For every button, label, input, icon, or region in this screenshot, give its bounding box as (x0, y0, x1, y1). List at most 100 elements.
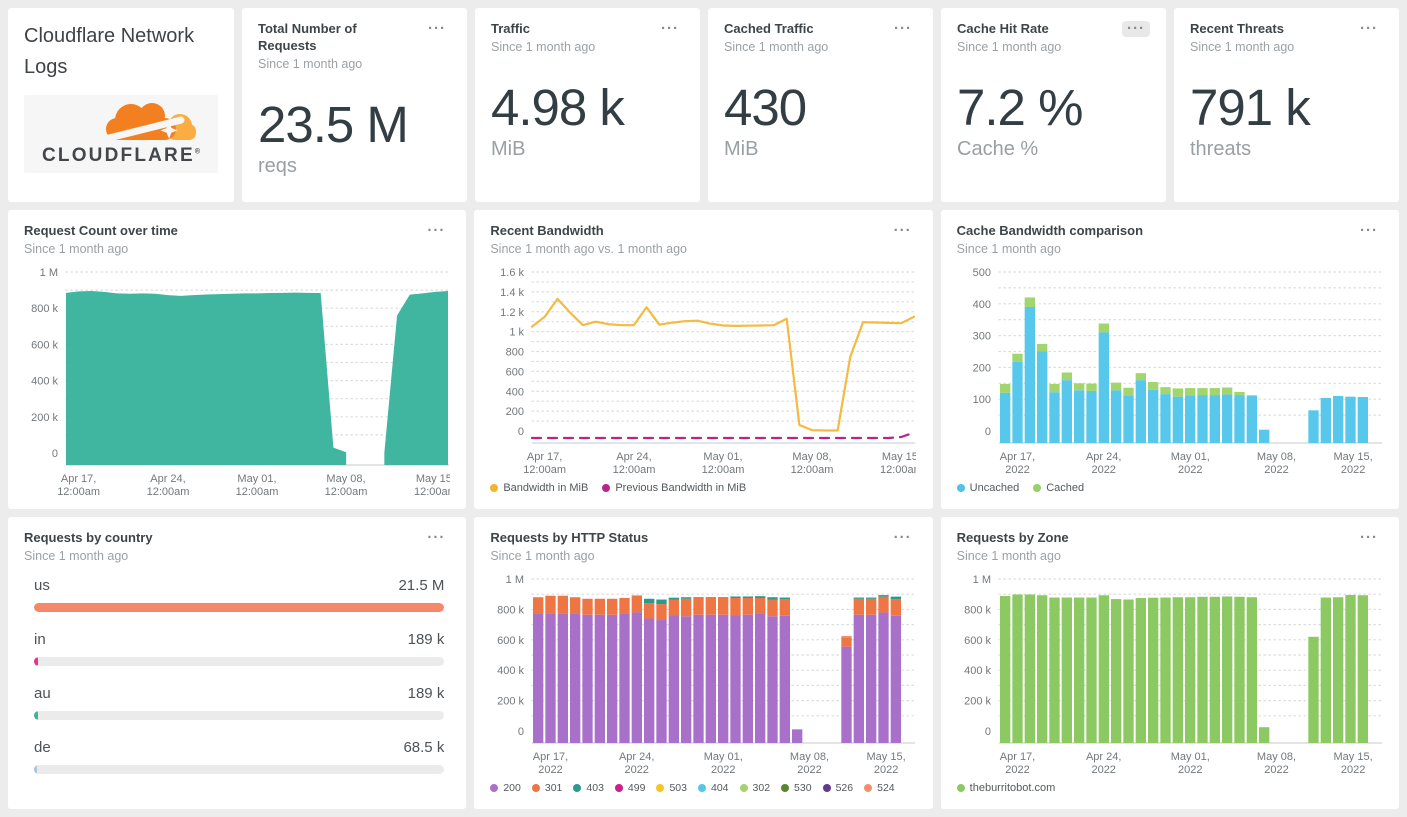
legend-color-dot-icon (781, 784, 790, 792)
legend-item[interactable]: 503 (656, 782, 687, 794)
ellipsis-menu-icon[interactable]: ··· (893, 222, 912, 239)
svg-text:200: 200 (506, 406, 524, 418)
panel-subtitle: Since 1 month ago (956, 548, 1061, 563)
legend-item[interactable]: 301 (531, 782, 563, 794)
legend-label: Bandwidth in MiB (503, 482, 589, 494)
ellipsis-menu-icon[interactable]: ··· (1360, 529, 1378, 546)
svg-text:0: 0 (52, 448, 58, 460)
panel-requests-by-zone: Requests by Zone ··· Since 1 month ago 0… (940, 517, 1399, 809)
svg-text:1 M: 1 M (40, 267, 58, 279)
ellipsis-menu-icon[interactable]: ··· (894, 20, 912, 37)
legend-label: 302 (752, 782, 771, 794)
legend-color-dot-icon (531, 784, 540, 792)
legend-item[interactable]: 524 (864, 782, 895, 794)
charts-row-1: Request Count over time ··· Since 1 mont… (8, 210, 1399, 509)
svg-text:Apr 24,: Apr 24, (1086, 751, 1121, 763)
legend-item[interactable]: 200 (490, 782, 521, 794)
ellipsis-menu-icon[interactable]: ··· (427, 222, 446, 239)
card-title: Cache Hit Rate (957, 21, 1049, 36)
legend-item[interactable]: Previous Bandwidth in MiB (602, 482, 746, 494)
svg-text:12:00am: 12:00am (791, 464, 834, 476)
legend-item[interactable]: Bandwidth in MiB (490, 482, 588, 494)
legend-item[interactable]: 403 (573, 782, 604, 794)
svg-text:600 k: 600 k (497, 635, 524, 647)
svg-text:400 k: 400 k (497, 665, 524, 677)
svg-text:Apr 17,: Apr 17, (999, 451, 1034, 463)
card-subtitle: Since 1 month ago (724, 39, 829, 54)
charts-row-2: Requests by country ··· Since 1 month ag… (8, 517, 1399, 809)
country-label: us (34, 576, 50, 594)
svg-text:500: 500 (972, 267, 990, 279)
svg-text:2022: 2022 (1341, 464, 1365, 476)
cache-bandwidth-bar-chart[interactable]: 0 100 200 300 400 500 Apr 17, 2022 Apr 24, 2022 Ma… (957, 260, 1383, 477)
legend-item[interactable]: 302 (739, 782, 771, 794)
svg-text:2022: 2022 (625, 764, 649, 776)
stat-card-cache-hit-rate: Cache Hit Rate ··· Since 1 month ago 7.2… (941, 8, 1166, 202)
svg-text:200 k: 200 k (964, 695, 991, 707)
svg-text:12:00am: 12:00am (702, 464, 745, 476)
svg-text:400 k: 400 k (964, 665, 991, 677)
svg-text:0: 0 (985, 426, 991, 438)
stat-unit: threats (1190, 137, 1252, 160)
registered-mark: ® (194, 148, 201, 156)
legend-color-dot-icon (864, 784, 873, 792)
cloudflare-cloud-icon (30, 103, 218, 146)
svg-text:200 k: 200 k (497, 695, 524, 707)
svg-text:2022: 2022 (874, 764, 898, 776)
stat-value: 430 (724, 78, 807, 136)
ellipsis-menu-icon[interactable]: ··· (427, 529, 446, 546)
svg-text:May 15,: May 15, (1333, 451, 1372, 463)
svg-text:0: 0 (985, 726, 991, 738)
svg-text:200 k: 200 k (31, 412, 58, 424)
legend-item[interactable]: Cached (1033, 482, 1084, 494)
svg-text:2022: 2022 (1005, 764, 1029, 776)
svg-text:1 k: 1 k (510, 327, 525, 339)
svg-text:12:00am: 12:00am (524, 464, 567, 476)
dashboard-title: Cloudflare Network Logs (24, 25, 195, 78)
country-label: in (34, 630, 46, 648)
legend-item[interactable]: 530 (781, 782, 812, 794)
svg-text:May 15,: May 15, (867, 751, 906, 763)
country-bar-track (34, 602, 445, 612)
svg-text:May 08,: May 08, (1257, 451, 1296, 463)
svg-text:2022: 2022 (539, 764, 563, 776)
svg-text:May 15,: May 15, (416, 473, 450, 485)
svg-text:May 01,: May 01, (1170, 751, 1209, 763)
legend-color-dot-icon (602, 484, 611, 492)
legend-label: 524 (877, 782, 895, 794)
ellipsis-menu-icon[interactable]: ··· (893, 529, 912, 546)
legend-label: Uncached (969, 482, 1020, 494)
svg-text:400: 400 (506, 386, 524, 398)
bandwidth-line-chart[interactable]: 0 200 400 600 800 1 k 1.2 k 1.4 k 1.6 k Apr 17, 12… (490, 260, 916, 477)
legend-item[interactable]: 526 (822, 782, 854, 794)
ellipsis-menu-icon[interactable]: ··· (1122, 21, 1150, 37)
stat-value: 791 k (1190, 78, 1311, 136)
card-subtitle: Since 1 month ago (957, 39, 1062, 54)
cloudflare-logo: CLOUDFLARE® (24, 95, 218, 173)
stat-cards-row: Cloudflare Network Logs CLOUDFLARE® Tota… (8, 8, 1399, 202)
svg-text:800 k: 800 k (497, 604, 524, 616)
legend-item[interactable]: Uncached (956, 482, 1020, 494)
svg-text:600 k: 600 k (31, 339, 58, 351)
stat-card-traffic: Traffic ··· Since 1 month ago 4.98 k MiB (475, 8, 700, 202)
legend-label: 526 (835, 782, 854, 794)
ellipsis-menu-icon[interactable]: ··· (1360, 222, 1378, 239)
legend-label: 301 (544, 782, 563, 794)
svg-text:12:00am: 12:00am (147, 486, 190, 498)
ellipsis-menu-icon[interactable]: ··· (1360, 20, 1378, 37)
panel-subtitle: Since 1 month ago (24, 241, 129, 256)
svg-text:12:00am: 12:00am (236, 486, 279, 498)
svg-text:May 08,: May 08, (793, 451, 832, 463)
legend-color-dot-icon (956, 784, 965, 792)
legend-item[interactable]: theburritobot.com (956, 782, 1055, 794)
ellipsis-menu-icon[interactable]: ··· (661, 20, 679, 37)
legend-item[interactable]: 404 (697, 782, 729, 794)
ellipsis-menu-icon[interactable]: ··· (428, 20, 446, 37)
svg-text:May 01,: May 01, (237, 473, 276, 485)
card-subtitle: Since 1 month ago (1190, 39, 1295, 54)
stat-value: 4.98 k (491, 78, 625, 136)
legend-item[interactable]: 499 (614, 782, 645, 794)
